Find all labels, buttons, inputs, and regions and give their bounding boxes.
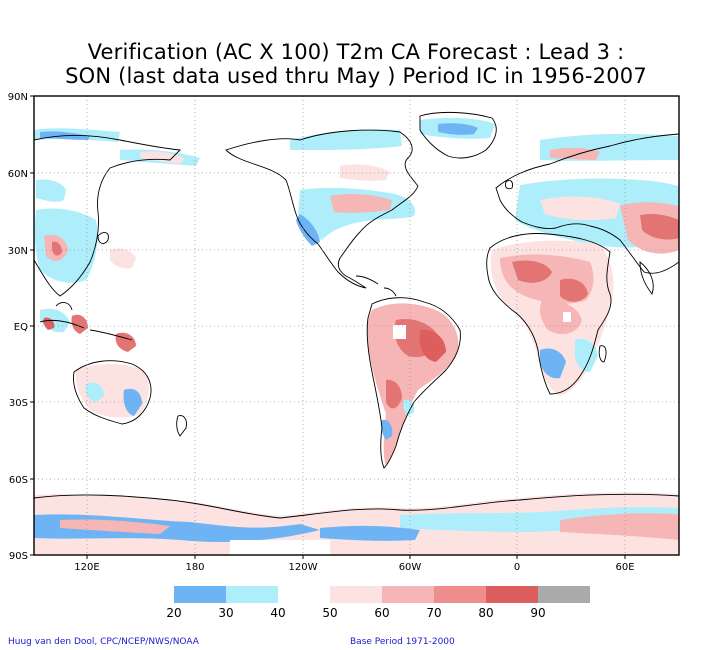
colorbar-label-60: 60 — [374, 606, 389, 620]
coast-madagascar — [598, 345, 607, 363]
longitude-labels: 120E 180 120W 60W 0 60E — [74, 562, 634, 573]
colorbar-label-90: 90 — [530, 606, 545, 620]
lat-label-eq: EQ — [14, 322, 28, 333]
africa-shading — [490, 240, 614, 396]
oceania-shading — [40, 308, 149, 418]
colorbar-label-70: 70 — [426, 606, 441, 620]
coast-uk — [505, 179, 513, 190]
lon-label-0: 0 — [514, 562, 520, 573]
lon-label-60e: 60E — [615, 562, 634, 573]
colorbar-swatch-80-90 — [486, 586, 538, 603]
colorbar-swatch-40-50 — [330, 586, 382, 603]
coast-south-america — [366, 297, 461, 469]
colorbar-swatch-30-40 — [278, 586, 330, 603]
lat-label-90n: 90N — [8, 92, 28, 103]
coast-north-america — [225, 129, 419, 289]
lon-label-120e: 120E — [74, 562, 99, 573]
coast-east-asia — [34, 135, 181, 297]
colorbar-swatch-60-70 — [434, 586, 486, 603]
colorbar-label-20: 20 — [166, 606, 181, 620]
lat-label-60n: 60N — [8, 169, 28, 180]
lon-label-60w: 60W — [399, 562, 422, 573]
colorbar-swatch-gt90 — [538, 586, 590, 603]
coast-eurasia — [495, 133, 679, 274]
lat-label-30s: 30S — [9, 398, 28, 409]
coast-australia — [73, 360, 152, 425]
coast-new-zealand — [176, 415, 187, 437]
colorbar-swatch-20-30 — [226, 586, 278, 603]
base-period-note: Base Period 1971-2000 — [350, 637, 455, 647]
coast-caribbean — [355, 275, 397, 297]
colorbar-label-30: 30 — [218, 606, 233, 620]
map-title-line-1: Verification (AC X 100) T2m CA Forecast … — [87, 40, 625, 64]
coast-japan — [97, 232, 109, 244]
lon-label-180: 180 — [185, 562, 204, 573]
map-content — [34, 96, 679, 555]
coast-indonesia — [39, 302, 133, 341]
coast-africa — [486, 233, 612, 395]
lon-label-120w: 120W — [289, 562, 318, 573]
colorbar-label-40: 40 — [270, 606, 285, 620]
coast-greenland — [419, 111, 497, 159]
author-credit: Huug van den Dool, CPC/NCEP/NWS/NOAA — [8, 637, 199, 647]
colorbar-swatch-50-60 — [382, 586, 434, 603]
latitude-labels: 90N 60N 30N EQ 30S 60S 90S — [8, 92, 28, 562]
colorbar-label-80: 80 — [478, 606, 493, 620]
coast-antarctica — [34, 493, 679, 519]
north-america-shading — [296, 164, 416, 246]
lat-label-30n: 30N — [8, 246, 28, 257]
lat-label-90s: 90S — [9, 551, 28, 562]
colorbar: 20 30 40 50 60 70 80 90 — [166, 586, 590, 620]
coast-india — [639, 261, 654, 295]
map-tick-marks — [30, 95, 626, 559]
map-graticule — [34, 96, 679, 555]
lat-label-60s: 60S — [9, 475, 28, 486]
south-america-shading — [367, 303, 459, 466]
map-title-line-2: SON (last data used thru May ) Period IC… — [65, 64, 647, 88]
coastlines — [34, 111, 679, 519]
eurasia-shading — [34, 178, 679, 283]
colorbar-label-50: 50 — [322, 606, 337, 620]
colorbar-swatch-lt20 — [174, 586, 226, 603]
